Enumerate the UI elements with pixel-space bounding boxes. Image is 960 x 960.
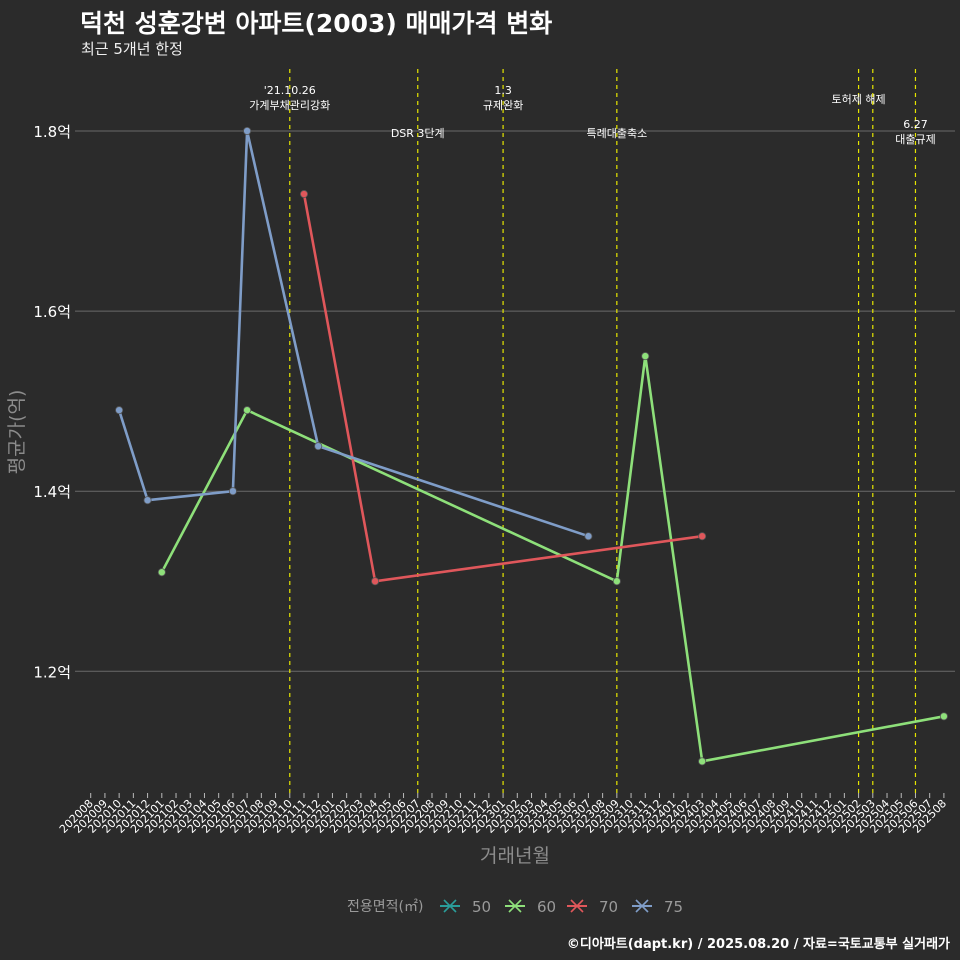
data-point-60 [698, 757, 707, 766]
data-point-75 [115, 406, 124, 415]
data-point-60 [612, 577, 621, 586]
data-point-60 [243, 406, 252, 415]
y-tick-label: 1.6억 [33, 303, 71, 321]
data-point-70 [371, 577, 380, 586]
x-axis-title: 거래년월 [480, 845, 550, 867]
legend-swatch-cross [635, 899, 649, 913]
source-credit: ©디아파트(dapt.kr) / 2025.08.20 / 자료=국토교통부 실… [566, 937, 950, 952]
data-point-60 [641, 352, 650, 361]
event-label: 가계부채관리강화 [249, 99, 330, 112]
event-label: 특례대출축소 [586, 127, 647, 140]
legend-swatch-cross [508, 899, 522, 913]
y-axis-title: 평균가(억) [6, 390, 28, 475]
data-point-75 [584, 532, 593, 541]
data-point-75 [228, 487, 237, 496]
legend-label: 70 [599, 898, 618, 916]
y-tick-label: 1.4억 [33, 483, 71, 501]
legend-swatch-cross [570, 899, 584, 913]
event-label: 규제완화 [483, 99, 523, 112]
series-line-60 [160, 354, 945, 763]
axes: 1.2억1.4억1.6억1.8억202008202009202010202011… [6, 123, 949, 867]
legend-label: 75 [664, 898, 683, 916]
event-label: 대출규제 [895, 133, 935, 146]
legend-label: 60 [537, 898, 556, 916]
data-point-75 [314, 442, 323, 451]
grid-lines [75, 130, 955, 672]
event-label: 1.3 [494, 84, 512, 97]
y-tick-label: 1.2억 [33, 663, 71, 681]
chart-title: 덕천 성훈강변 아파트(2003) 매매가격 변화 [80, 9, 553, 38]
chart-subtitle: 최근 5개년 한정 [81, 40, 183, 58]
legend-swatch-cross [443, 899, 457, 913]
legend: 전용면적(㎡) 50 60 70 75 [347, 898, 683, 916]
event-label: '21.10.26 [264, 84, 316, 97]
event-label: 토허제 해제 [832, 92, 886, 106]
legend-label: 50 [472, 898, 491, 916]
data-point-70 [698, 532, 707, 541]
legend-title: 전용면적(㎡) [347, 899, 423, 915]
data-point-75 [143, 496, 152, 505]
y-tick-label: 1.8억 [33, 123, 71, 141]
series-lines [115, 127, 948, 766]
event-label: 6.27 [903, 118, 928, 131]
data-point-60 [157, 568, 166, 577]
data-point-70 [299, 190, 308, 199]
series-line-75 [117, 129, 589, 538]
data-point-75 [243, 127, 252, 136]
event-label: DSR 3단계 [391, 127, 445, 140]
data-point-60 [939, 712, 948, 721]
